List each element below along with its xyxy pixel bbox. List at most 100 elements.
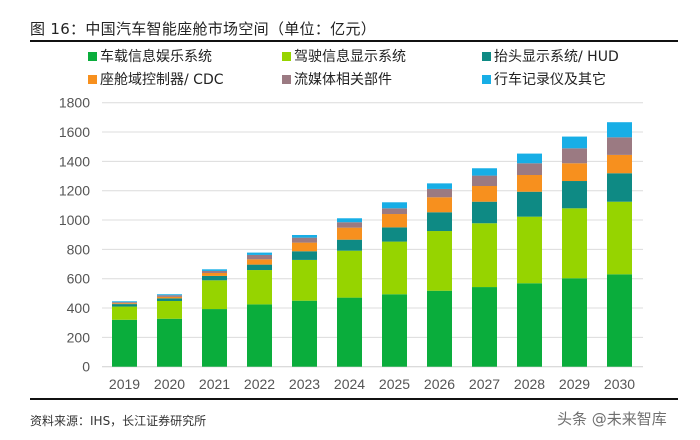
- legend-item: 行车记录仪及其它: [482, 69, 606, 89]
- bar-segment-2026-s4: [427, 188, 452, 198]
- bar-segment-2030-s1: [607, 201, 632, 275]
- bar-segment-2021-s5: [202, 269, 227, 271]
- bar-segment-2023-s5: [292, 234, 317, 238]
- stacked-bar-chart: 0 200 400 600 800 1000 1200 1400 1600 1800 2019 202…: [59, 95, 643, 392]
- legend-item: 车载信息娱乐系统: [88, 46, 212, 66]
- bar-segment-2029-s5: [562, 136, 587, 149]
- bar-segment-2022-s1: [247, 270, 272, 305]
- legend-label: 抬头显示系统/ HUD: [494, 49, 619, 65]
- bar-segment-2025-s4: [382, 208, 407, 215]
- bar-segment-2023-s0: [292, 300, 317, 367]
- x-tick-label: 2023: [289, 376, 320, 392]
- legend-item: 流媒体相关部件: [282, 69, 392, 89]
- y-tick-label: 1800: [59, 95, 90, 111]
- x-tick-label: 2029: [559, 376, 590, 392]
- legend-label: 行车记录仪及其它: [494, 72, 606, 88]
- bar-segment-2020-s0: [157, 318, 182, 367]
- legend-item: 抬头显示系统/ HUD: [482, 46, 619, 66]
- bar-segment-2029-s1: [562, 208, 587, 279]
- bar-segment-2025-s2: [382, 227, 407, 242]
- bar-segment-2027-s2: [472, 201, 497, 224]
- bar-segment-2019-s0: [112, 319, 137, 367]
- legend-swatch: [282, 51, 291, 61]
- bar-segment-2022-s0: [247, 304, 272, 367]
- bar-segment-2021-s2: [202, 275, 227, 281]
- legend-item: 座舱域控制器/ CDC: [88, 69, 224, 89]
- legend-label: 流媒体相关部件: [294, 72, 392, 88]
- x-tick-label: 2021: [199, 376, 230, 392]
- bar-segment-2023-s1: [292, 259, 317, 301]
- legend-swatch: [482, 51, 491, 61]
- x-tick-label: 2026: [424, 376, 455, 392]
- bar-segment-2022-s2: [247, 264, 272, 271]
- bar-segment-2021-s1: [202, 280, 227, 310]
- legend-swatch: [482, 74, 491, 84]
- bar-segment-2029-s4: [562, 148, 587, 164]
- y-tick-label: 0: [82, 359, 90, 375]
- legend-swatch: [88, 74, 97, 84]
- legend-item: 驾驶信息显示系统: [282, 46, 406, 66]
- x-tick-label: 2024: [334, 376, 365, 392]
- y-tick-label: 200: [67, 329, 91, 345]
- bar-segment-2028-s2: [517, 191, 542, 217]
- bar-segment-2029-s2: [562, 181, 587, 209]
- bar-segment-2028-s5: [517, 153, 542, 164]
- bar-segment-2019-s1: [112, 306, 137, 320]
- bar-segment-2020-s1: [157, 300, 182, 319]
- bar-segment-2020-s5: [157, 294, 182, 296]
- bar-segment-2027-s0: [472, 287, 497, 367]
- legend-swatch: [88, 51, 97, 61]
- watermark: 头条 @未来智库: [557, 410, 667, 428]
- bar-segment-2023-s4: [292, 237, 317, 243]
- bar-segment-2030-s5: [607, 122, 632, 138]
- bar-segment-2020-s3: [157, 296, 182, 299]
- title-divider: [30, 40, 678, 42]
- x-tick-label: 2027: [469, 376, 500, 392]
- bar-segment-2026-s1: [427, 231, 452, 291]
- bar-segment-2019-s5: [112, 301, 137, 303]
- bar-segment-2029-s0: [562, 278, 587, 367]
- bar-segment-2021-s0: [202, 309, 227, 367]
- bar-segment-2025-s5: [382, 202, 407, 209]
- y-tick-label: 1600: [59, 124, 90, 140]
- legend-label: 座舱域控制器/ CDC: [100, 72, 224, 88]
- legend-label: 车载信息娱乐系统: [100, 49, 212, 65]
- bar-segment-2024-s5: [337, 218, 362, 223]
- bar-segment-2025-s0: [382, 294, 407, 367]
- bar-segment-2022-s4: [247, 254, 272, 260]
- y-tick-label: 1400: [59, 153, 90, 169]
- bar-segment-2026-s5: [427, 183, 452, 189]
- y-tick-label: 400: [67, 300, 91, 316]
- legend-label: 驾驶信息显示系统: [294, 49, 406, 65]
- x-tick-label: 2028: [514, 376, 545, 392]
- bar-segment-2030-s3: [607, 154, 632, 174]
- x-tick-label: 2020: [154, 376, 185, 392]
- bar-segment-2027-s3: [472, 186, 497, 202]
- bar-segment-2023-s3: [292, 242, 317, 252]
- x-tick-label: 2022: [244, 376, 275, 392]
- bar-segment-2028-s3: [517, 175, 542, 192]
- bar-segment-2030-s4: [607, 137, 632, 155]
- bar-segment-2024-s0: [337, 297, 362, 367]
- bar-segment-2028-s1: [517, 216, 542, 284]
- bar-segment-2024-s3: [337, 227, 362, 240]
- bar-segment-2020-s4: [157, 295, 182, 297]
- bar-segment-2026-s2: [427, 212, 452, 232]
- bar-segment-2026-s3: [427, 197, 452, 213]
- x-tick-label: 2025: [379, 376, 410, 392]
- bar-segment-2019-s2: [112, 304, 137, 307]
- bar-segment-2028-s4: [517, 163, 542, 176]
- bar-segment-2020-s2: [157, 298, 182, 301]
- bar-segment-2024-s1: [337, 250, 362, 298]
- bar-segment-2024-s4: [337, 222, 362, 228]
- bar-segment-2028-s0: [517, 283, 542, 367]
- bar-segment-2027-s5: [472, 168, 497, 176]
- y-tick-label: 600: [67, 271, 91, 287]
- bar-segment-2021-s4: [202, 270, 227, 273]
- figure-title: 图 16：中国汽车智能座舱市场空间（单位：亿元）: [30, 20, 377, 38]
- x-tick-label: 2019: [109, 376, 140, 392]
- source-note: 资料来源：IHS，长江证券研究所: [30, 414, 207, 428]
- bar-segment-2027-s1: [472, 223, 497, 288]
- y-tick-label: 1200: [59, 183, 90, 199]
- bar-segment-2026-s0: [427, 290, 452, 367]
